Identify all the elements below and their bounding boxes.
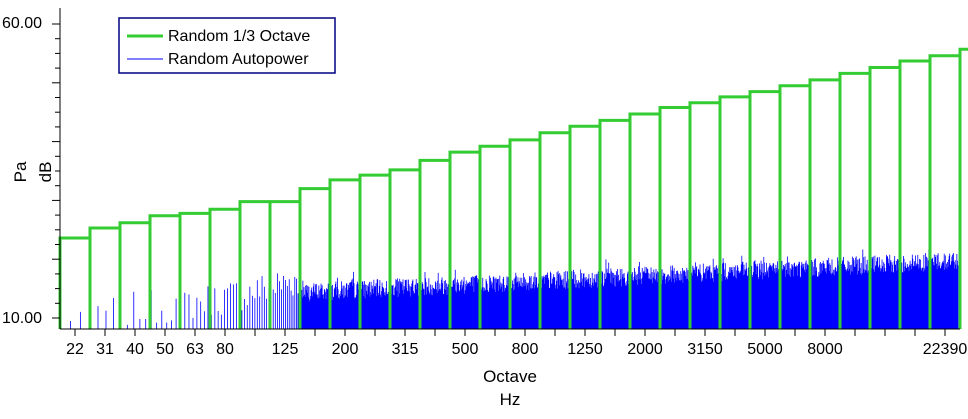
x-tick-label: 8000 — [807, 341, 843, 358]
octave-band-315 — [418, 158, 450, 329]
legend-box — [118, 17, 336, 74]
octave-band-125 — [298, 187, 330, 329]
x-tick-label: 500 — [452, 341, 479, 358]
legend-label-octave: Random 1/3 Octave — [168, 28, 310, 45]
octave-band-500 — [478, 144, 510, 329]
y-axis-scale: dB — [36, 162, 55, 183]
x-tick-label: 31 — [96, 341, 114, 358]
axes — [59, 8, 960, 330]
octave-band-2000 — [658, 106, 690, 329]
octave-band-400 — [448, 150, 480, 329]
octave-band-4000 — [748, 90, 780, 329]
x-tick-label: 1250 — [567, 341, 603, 358]
octave-band-40 — [148, 214, 180, 329]
octave-band-5000 — [778, 84, 810, 329]
x-axis-title: Octave — [483, 367, 537, 386]
octave-band-800 — [538, 131, 570, 329]
octave-band-80 — [238, 200, 270, 329]
y-ticks — [52, 23, 60, 319]
octave-band-8000 — [838, 71, 870, 329]
y-tick-label-bottom: 10.00 — [2, 310, 42, 327]
octave-band-1600 — [628, 112, 660, 329]
octave-band-1250 — [598, 118, 630, 329]
octave-band-3150 — [718, 95, 750, 329]
octave-band-31.5 — [118, 221, 150, 329]
x-tick-label: 50 — [156, 341, 174, 358]
x-tick-label: 800 — [512, 341, 539, 358]
octave-series — [58, 47, 968, 329]
octave-band-160 — [328, 178, 360, 329]
octave-band-2500 — [688, 101, 720, 329]
legend-label-autopower: Random Autopower — [168, 51, 309, 68]
x-tick-label: 200 — [332, 341, 359, 358]
legend: Random 1/3 Octave Random Autopower — [118, 17, 336, 74]
octave-band-16000 — [928, 54, 960, 329]
x-ticks: 22 31 40 50 63 80 125 200 315 500 800 1250 2000 3150 5… — [66, 329, 967, 358]
x-tick-label: 3150 — [687, 341, 723, 358]
x-tick-label: 63 — [186, 341, 204, 358]
x-tick-label: 125 — [272, 341, 299, 358]
x-tick-label: 2000 — [627, 341, 663, 358]
octave-band-50 — [178, 211, 210, 329]
octave-band-63 — [208, 207, 240, 329]
x-tick-label: 315 — [392, 341, 419, 358]
octave-band-6300 — [808, 78, 840, 329]
octave-band-12500 — [898, 59, 930, 329]
y-tick-label-top: 60.00 — [2, 15, 42, 32]
octave-band-100 — [268, 200, 300, 329]
octave-band-250 — [388, 168, 420, 329]
x-tick-label: 22390 — [923, 341, 968, 358]
octave-band-1000 — [568, 124, 600, 329]
x-axis-unit: Hz — [500, 390, 521, 409]
octave-band-630 — [508, 138, 540, 329]
octave-band-25 — [88, 226, 120, 329]
octave-band-200 — [358, 173, 390, 329]
octave-band-20000 — [958, 47, 968, 329]
x-tick-label: 40 — [126, 341, 144, 358]
x-tick-label: 22 — [66, 341, 84, 358]
y-axis-unit: Pa — [11, 161, 30, 182]
x-tick-label: 80 — [216, 341, 234, 358]
octave-band-10000 — [868, 66, 900, 329]
x-tick-label: 5000 — [747, 341, 783, 358]
